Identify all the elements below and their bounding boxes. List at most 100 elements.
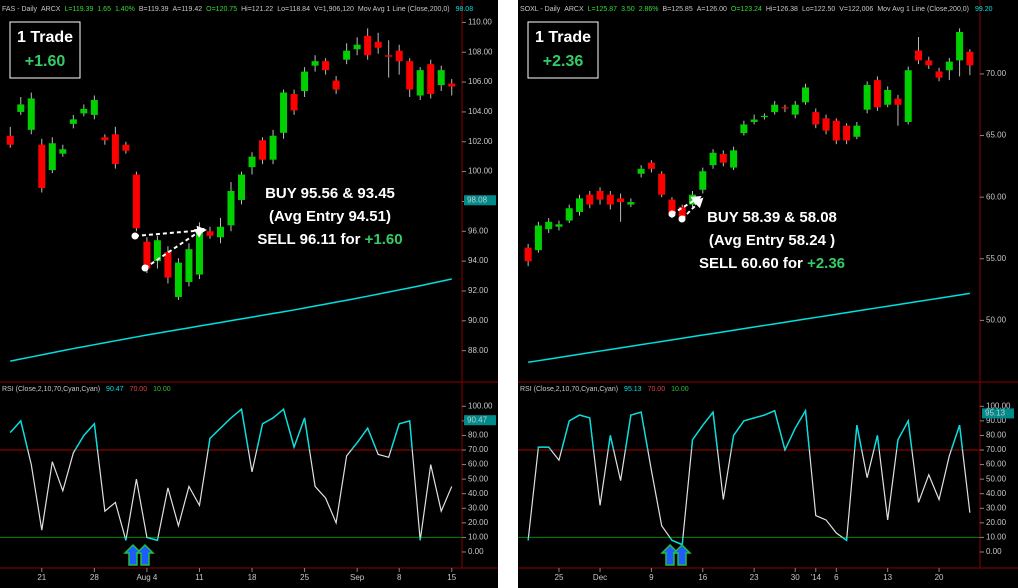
rsi-y-tick-label: 20.00 (986, 518, 1007, 527)
chart-header: SOXL - Daily ARCX L=125.87 3.50 2.86% B=125.8… (520, 6, 993, 13)
trade-arrow (144, 227, 205, 269)
candle-body (771, 104, 779, 113)
candle-body (364, 35, 372, 56)
candle-body (448, 83, 456, 87)
x-tick-label: Sep (350, 573, 365, 582)
candle-body (534, 225, 542, 251)
x-tick-label: 15 (447, 573, 456, 582)
rsi-y-tick-label: 0.00 (986, 547, 1002, 556)
header-item: Mov Avg 1 Line (Close,200,0) (358, 6, 450, 13)
candle-body (6, 135, 14, 145)
header-item: O=120.75 (206, 6, 237, 13)
candle-body (343, 50, 351, 60)
rsi-y-tick-label: 20.00 (468, 518, 489, 527)
candle-body (90, 99, 98, 115)
chart-panel: SOXL - Daily ARCX L=125.87 3.50 2.86% B=125.8… (518, 0, 1018, 588)
buy-signal-arrow (135, 543, 155, 566)
candle-body (863, 85, 871, 110)
header-ma-value: 99.20 (975, 6, 993, 13)
buy-signal-arrow (672, 543, 692, 566)
y-tick-label: 94.00 (468, 256, 489, 265)
x-tick-label: 18 (248, 573, 257, 582)
x-tick-label: 30 (791, 573, 800, 582)
candle-body (719, 154, 727, 163)
header-item: Lo=118.84 (277, 6, 310, 13)
entry-dot (678, 215, 686, 223)
header-item: SOXL - Daily (520, 6, 561, 13)
trade-annotation: BUY 95.56 & 93.45 (265, 185, 395, 202)
y-tick-label: 70.00 (986, 69, 1007, 78)
candle-body (38, 144, 46, 189)
header-item: 1.65 (97, 6, 111, 13)
candle-body (185, 249, 193, 283)
trade-annotation: BUY 58.39 & 58.08 (707, 209, 837, 226)
rsi-y-tick-label: 100.00 (468, 401, 493, 410)
header-ma-value: 98.08 (456, 6, 474, 13)
rsi-title: RSI (Close,2,10,70,Cyan,Cyan) (520, 386, 618, 393)
rsi-y-tick-label: 40.00 (468, 489, 489, 498)
entry-dot (141, 264, 149, 272)
y-tick-label: 102.00 (468, 137, 493, 146)
candle-body (802, 87, 809, 103)
candle-body (894, 98, 902, 105)
rsi-upper: 70.00 (648, 386, 666, 393)
header-item: B=119.39 (139, 6, 169, 13)
last-value-box (464, 195, 496, 206)
header-item: Hi=121.22 (241, 6, 273, 13)
candle-body (290, 94, 298, 111)
candle-body (353, 44, 361, 50)
candle-body (80, 108, 88, 114)
candle-body (27, 98, 35, 130)
candle-body (637, 168, 645, 174)
header-item: ARCX (41, 6, 61, 13)
x-tick-label: 28 (90, 573, 99, 582)
x-tick-label: 20 (935, 573, 944, 582)
header-item: Mov Avg 1 Line (Close,200,0) (877, 6, 969, 13)
rsi-y-tick-label: 70.00 (468, 445, 489, 454)
candle-body (301, 71, 309, 92)
candle-body (956, 32, 964, 61)
candle-body (904, 70, 912, 122)
candle-body (750, 119, 758, 122)
x-tick-label: 25 (300, 573, 309, 582)
candle-body (259, 140, 267, 160)
trade-annotation: (Avg Entry 58.24 ) (709, 232, 835, 249)
candle-body (873, 80, 881, 108)
candle-body (832, 120, 840, 141)
rsi-header: RSI (Close,2,10,70,Cyan,Cyan) 95.13 70.00 1… (520, 386, 689, 393)
candle-body (545, 221, 553, 230)
candle-body (658, 173, 666, 195)
candle-body (216, 226, 224, 238)
y-tick-label: 60.00 (986, 192, 1007, 201)
y-tick-label: 88.00 (468, 346, 489, 355)
trade-profit: +1.60 (25, 53, 66, 70)
x-tick-label: 23 (750, 573, 759, 582)
header-item: L=125.87 (588, 6, 617, 13)
header-item: A=126.00 (697, 6, 727, 13)
rsi-y-tick-label: 80.00 (468, 431, 489, 440)
rsi-y-tick-label: 50.00 (468, 474, 489, 483)
candle-body (437, 70, 445, 86)
candle-body (617, 198, 625, 203)
rsi-last-box (982, 408, 1014, 419)
rsi-lower: 10.00 (671, 386, 689, 393)
candle-body (132, 174, 140, 229)
sell-profit: +2.36 (807, 255, 845, 272)
candle-body (524, 247, 532, 262)
candle-body (427, 64, 435, 95)
rsi-y-tick-label: 30.00 (468, 503, 489, 512)
candle-body (280, 92, 288, 133)
y-tick-label: 65.00 (986, 131, 1007, 140)
rsi-y-tick-label: 70.00 (986, 445, 1007, 454)
sell-text: SELL 60.60 for (699, 255, 807, 272)
candle-body (781, 107, 789, 109)
rsi-last-label: 90.47 (467, 415, 488, 424)
candle-body (227, 191, 235, 226)
header-item: ARCX (564, 6, 584, 13)
candle-body (406, 61, 414, 90)
candle-body (122, 144, 130, 151)
candle-body (153, 240, 161, 262)
candle-body (678, 207, 686, 219)
rsi-y-tick-label: 40.00 (986, 489, 1007, 498)
